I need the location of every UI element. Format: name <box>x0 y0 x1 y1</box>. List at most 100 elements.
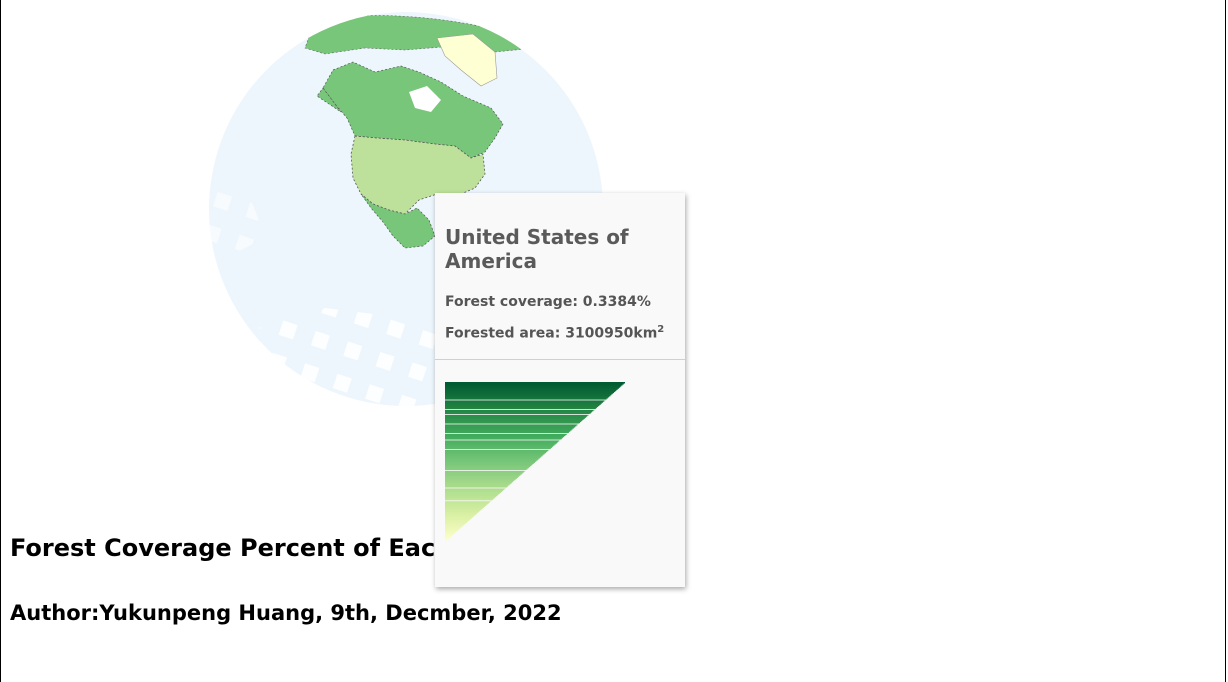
rank-bar <box>445 389 617 391</box>
rank-bar <box>445 473 522 475</box>
country-alaska[interactable] <box>316 87 342 113</box>
rank-bar <box>445 538 448 541</box>
rank-bar <box>445 537 449 540</box>
rank-bar <box>445 513 477 515</box>
country-russia[interactable] <box>304 15 537 55</box>
rank-bar <box>445 388 618 390</box>
area-value: 3100950km <box>565 325 658 342</box>
rank-bar <box>445 528 460 530</box>
rank-bar-gap <box>445 449 627 450</box>
rank-bar <box>445 398 607 400</box>
rank-bar <box>445 439 560 442</box>
rank-bar <box>445 520 469 522</box>
rank-bar <box>445 467 528 470</box>
rank-bar <box>445 466 529 469</box>
rank-bar <box>445 480 514 483</box>
rank-bar-gap <box>445 500 627 502</box>
rank-bar <box>445 382 625 384</box>
rank-bar <box>445 426 576 428</box>
rank-bar <box>445 404 600 407</box>
rank-bar <box>445 457 540 459</box>
rank-bar <box>445 515 475 517</box>
rank-bar <box>445 386 621 388</box>
rank-bar <box>445 442 557 444</box>
rank-bar-gap <box>445 414 627 415</box>
rank-bar <box>445 531 456 533</box>
rank-bar <box>445 503 488 505</box>
rank-bar <box>445 523 465 526</box>
rank-bar <box>445 514 476 516</box>
page-title: Forest Coverage Percent of Each C <box>10 534 479 562</box>
rank-bar <box>445 525 463 528</box>
coverage-rank-chart <box>445 382 627 542</box>
rank-bar <box>445 539 447 542</box>
rank-bar <box>445 495 497 498</box>
rank-bar <box>445 453 544 456</box>
rank-bar <box>445 431 570 433</box>
rank-bar <box>445 519 470 521</box>
coverage-value: 0.3384% <box>582 294 651 310</box>
rank-bar-gap <box>445 409 627 410</box>
rank-bar <box>445 458 539 460</box>
rank-bar <box>445 452 545 455</box>
rank-bar <box>445 499 493 501</box>
tooltip-country-name: United States of America <box>445 225 629 273</box>
rank-bar <box>445 459 538 461</box>
rank-bar <box>445 414 589 416</box>
rank-bar <box>445 490 503 492</box>
rank-bar <box>445 444 555 446</box>
rank-bar <box>445 424 577 427</box>
rank-bar-gap <box>445 470 627 471</box>
area-unit-superscript: 2 <box>657 324 665 335</box>
rank-bar <box>445 502 489 504</box>
rank-bar <box>445 429 572 431</box>
rank-bar <box>445 481 512 484</box>
rank-bar <box>445 387 619 389</box>
country-tooltip: United States of America Forest coverage… <box>435 193 685 587</box>
rank-bar-gap <box>445 433 627 434</box>
rank-bar <box>445 415 588 417</box>
rank-bar <box>445 428 573 430</box>
rank-bar <box>445 482 511 485</box>
rank-bar <box>445 417 585 419</box>
rank-bar <box>445 493 499 496</box>
rank-bar <box>445 434 566 437</box>
rank-bar <box>445 532 455 534</box>
rank-bar <box>445 460 537 462</box>
rank-bar-gap <box>445 487 627 489</box>
rank-bar <box>445 430 571 432</box>
rank-bar <box>445 505 486 507</box>
rank-bar <box>445 420 582 423</box>
rank-bar <box>445 456 542 458</box>
rank-bar <box>445 385 622 387</box>
rank-bar <box>445 501 490 503</box>
rank-bar <box>445 477 517 480</box>
country-canada[interactable] <box>322 61 504 159</box>
rank-bar <box>445 395 610 398</box>
rank-bar <box>445 476 518 478</box>
rank-bar <box>445 447 551 449</box>
rank-bar <box>445 401 604 403</box>
tooltip-divider <box>435 359 685 360</box>
rank-bar <box>445 492 500 495</box>
rank-bar <box>445 533 454 535</box>
coverage-label: Forest coverage: <box>445 294 578 310</box>
country-greenland[interactable] <box>436 33 498 87</box>
rank-bar <box>445 400 605 402</box>
rank-bar <box>445 461 535 463</box>
rank-bar <box>445 391 615 394</box>
rank-bar <box>445 488 505 490</box>
rank-bar <box>445 441 559 443</box>
rank-bar <box>445 406 597 409</box>
rank-bar <box>445 392 613 395</box>
tooltip-coverage-row: Forest coverage: 0.3384% <box>445 294 651 310</box>
rank-bar <box>445 535 452 538</box>
rank-bar <box>445 489 504 491</box>
rank-bar <box>445 524 464 527</box>
rank-bar <box>445 516 473 518</box>
rank-bar <box>445 508 482 511</box>
rank-bar <box>445 485 509 487</box>
rank-bar <box>445 422 579 425</box>
rank-bar <box>445 450 548 453</box>
